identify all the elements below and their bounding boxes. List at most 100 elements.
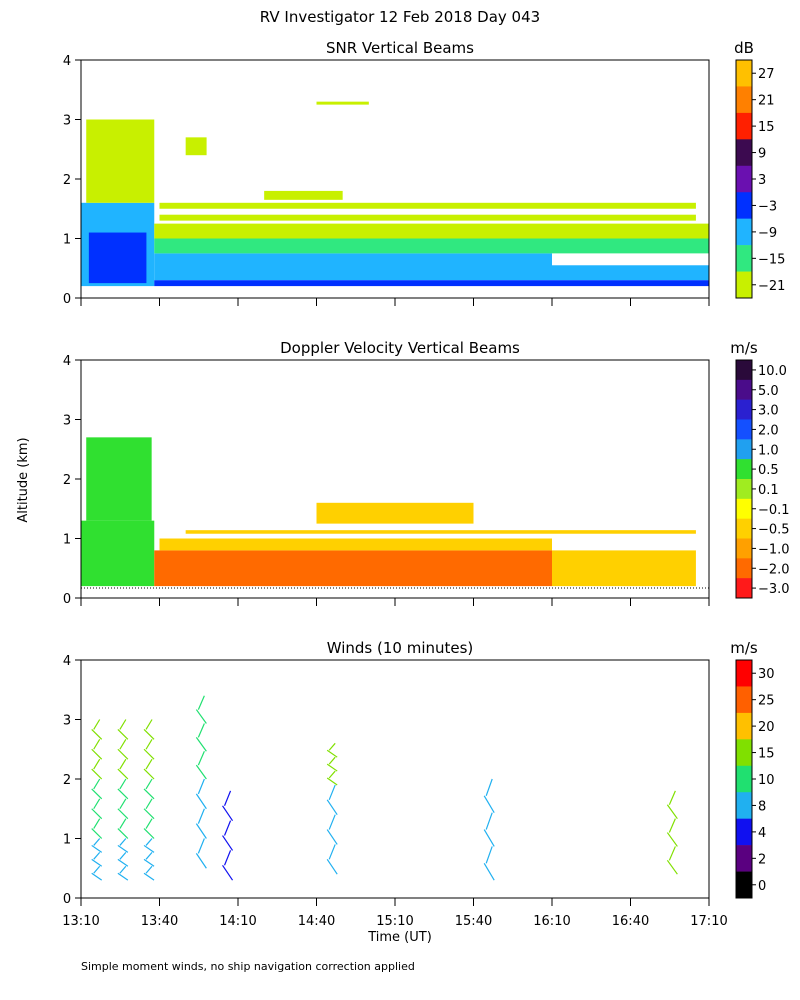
heatmap-region bbox=[154, 280, 709, 287]
heatmap-region bbox=[154, 253, 552, 281]
wind-barb bbox=[117, 858, 129, 867]
wind-barb bbox=[197, 695, 205, 710]
doppler-x-axis bbox=[80, 598, 710, 606]
colorbar-label: −21 bbox=[758, 279, 785, 294]
wind-barb bbox=[119, 865, 127, 874]
colorbar-label: 10 bbox=[758, 773, 775, 788]
winds-barbs bbox=[91, 695, 678, 881]
wind-barb bbox=[197, 778, 205, 795]
colorbar-swatch bbox=[736, 271, 752, 299]
colorbar-swatch bbox=[736, 871, 752, 899]
y-axis-label: Altitude (km) bbox=[16, 437, 31, 522]
colorbar-label: −2.0 bbox=[758, 562, 790, 577]
colorbar-swatch bbox=[736, 792, 752, 819]
colorbar-swatch bbox=[736, 479, 752, 500]
colorbar-label: −0.1 bbox=[758, 503, 790, 518]
winds-panel: Winds (10 minutes) 0 1 2 3 4 13:10 13:40 14:10… bbox=[62, 639, 774, 929]
colorbar-label: 20 bbox=[758, 720, 775, 735]
y-tick-label: 1 bbox=[63, 533, 71, 548]
colorbar-frame bbox=[735, 59, 753, 299]
wind-barb bbox=[222, 864, 234, 881]
colorbar-swatch bbox=[736, 165, 752, 193]
colorbar-swatch bbox=[736, 112, 752, 140]
colorbar-swatch bbox=[736, 419, 752, 440]
x-tick-label: 15:10 bbox=[376, 914, 413, 929]
doppler-heatmap bbox=[81, 437, 696, 587]
x-tick-label: 14:10 bbox=[219, 914, 256, 929]
colorbar-swatch bbox=[736, 439, 752, 460]
snr-colorbar: 27 21 15 9 3 −3 −9 −15 −21 bbox=[735, 59, 785, 299]
wind-barb bbox=[328, 770, 336, 779]
snr-heatmap bbox=[81, 101, 709, 287]
wind-barb bbox=[326, 829, 338, 845]
colorbar-swatch bbox=[736, 818, 752, 846]
doppler-panel: Doppler Velocity Vertical Beams 0 1 2 3 4 m/… bbox=[63, 339, 790, 607]
winds-panel-title: Winds (10 minutes) bbox=[327, 639, 474, 657]
colorbar-swatch bbox=[736, 538, 752, 559]
colorbar-label: 9 bbox=[758, 147, 766, 162]
heatmap-region bbox=[552, 265, 709, 281]
y-tick-label: 3 bbox=[63, 114, 71, 129]
doppler-colorbar-units: m/s bbox=[730, 339, 758, 357]
y-tick-label: 2 bbox=[63, 773, 71, 788]
x-axis-label: Time (UT) bbox=[367, 930, 432, 945]
wind-barb bbox=[93, 851, 101, 860]
wind-barb bbox=[666, 804, 678, 820]
footer-note: Simple moment winds, no ship navigation … bbox=[81, 960, 415, 973]
colorbar-label: −15 bbox=[758, 252, 785, 267]
wind-barb bbox=[117, 808, 129, 820]
colorbar-label: 0.5 bbox=[758, 463, 779, 478]
wind-barb bbox=[328, 784, 336, 801]
wind-barb bbox=[668, 846, 676, 861]
heatmap-region bbox=[316, 502, 474, 524]
wind-barb bbox=[91, 748, 103, 760]
colorbar-label: 27 bbox=[758, 67, 775, 82]
y-tick-label: 4 bbox=[63, 54, 71, 69]
wind-barb bbox=[91, 808, 103, 820]
figure-title: RV Investigator 12 Feb 2018 Day 043 bbox=[260, 8, 540, 26]
wind-barb bbox=[145, 758, 153, 770]
colorbar-label: 30 bbox=[758, 667, 775, 682]
heatmap-region bbox=[88, 232, 147, 284]
colorbar-label: 3 bbox=[758, 173, 766, 188]
wind-barb bbox=[483, 795, 495, 814]
winds-y-axis: 0 1 2 3 4 bbox=[63, 654, 81, 907]
snr-panel: SNR Vertical Beams 0 1 2 3 4 dB 27 21 15 9 3 −3 −9… bbox=[63, 39, 786, 307]
colorbar-swatch bbox=[736, 399, 752, 420]
snr-y-axis: 0 1 2 3 4 bbox=[63, 54, 81, 307]
colorbar-label: −3.0 bbox=[758, 582, 790, 597]
wind-barb bbox=[117, 828, 129, 839]
wind-barb bbox=[195, 764, 207, 780]
wind-barb bbox=[93, 865, 101, 874]
x-tick-label: 13:10 bbox=[62, 914, 99, 929]
wind-barb bbox=[195, 709, 207, 724]
colorbar-label: 15 bbox=[758, 120, 775, 135]
wind-barb bbox=[485, 778, 493, 797]
wind-barb bbox=[93, 818, 101, 829]
wind-barb bbox=[143, 808, 155, 820]
colorbar-swatch bbox=[736, 360, 752, 381]
wind-barb bbox=[117, 768, 129, 780]
colorbar-swatch bbox=[736, 518, 752, 539]
wind-barb bbox=[483, 829, 495, 847]
wind-barb bbox=[197, 838, 205, 854]
colorbar-swatch bbox=[736, 459, 752, 480]
wind-barb bbox=[145, 778, 153, 790]
wind-barb bbox=[143, 844, 155, 853]
colorbar-label: 4 bbox=[758, 826, 766, 841]
colorbar-swatch bbox=[736, 192, 752, 219]
wind-barb bbox=[93, 838, 101, 846]
colorbar-label: 2 bbox=[758, 852, 766, 867]
y-tick-label: 1 bbox=[63, 833, 71, 848]
wind-barb bbox=[328, 844, 336, 860]
wind-barb bbox=[119, 758, 127, 770]
wind-barb bbox=[223, 820, 232, 836]
colorbar-label: 15 bbox=[758, 747, 775, 762]
wind-barb bbox=[119, 739, 127, 750]
wind-barb bbox=[326, 763, 338, 772]
wind-barb bbox=[483, 862, 495, 881]
colorbar-label: 25 bbox=[758, 694, 775, 709]
winds-plot-frame bbox=[80, 659, 710, 899]
y-tick-label: 0 bbox=[63, 892, 71, 907]
